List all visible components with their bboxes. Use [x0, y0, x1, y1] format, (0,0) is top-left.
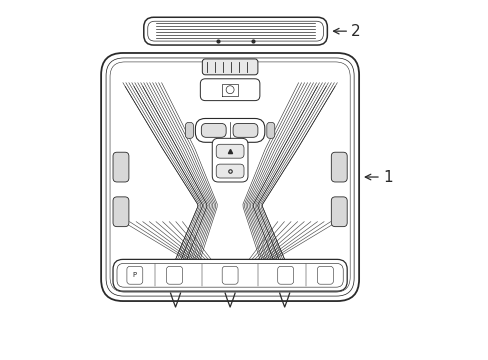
- FancyBboxPatch shape: [143, 17, 326, 45]
- FancyBboxPatch shape: [202, 59, 257, 75]
- Text: 1: 1: [382, 170, 392, 185]
- Text: 2: 2: [350, 24, 360, 39]
- FancyBboxPatch shape: [331, 152, 346, 182]
- FancyBboxPatch shape: [266, 122, 274, 138]
- FancyBboxPatch shape: [201, 123, 225, 137]
- Text: P: P: [133, 272, 137, 278]
- FancyBboxPatch shape: [113, 197, 129, 227]
- FancyBboxPatch shape: [216, 164, 244, 178]
- FancyBboxPatch shape: [185, 122, 193, 138]
- FancyBboxPatch shape: [331, 197, 346, 227]
- FancyBboxPatch shape: [216, 144, 244, 158]
- FancyBboxPatch shape: [195, 118, 264, 142]
- FancyBboxPatch shape: [113, 260, 346, 291]
- FancyBboxPatch shape: [212, 138, 247, 182]
- FancyBboxPatch shape: [233, 123, 257, 137]
- FancyBboxPatch shape: [101, 53, 358, 301]
- FancyBboxPatch shape: [113, 152, 129, 182]
- FancyBboxPatch shape: [200, 79, 259, 100]
